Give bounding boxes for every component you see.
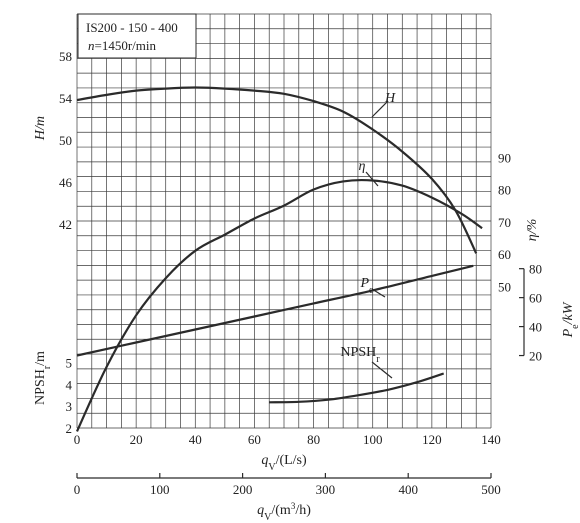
npshr-curve — [269, 372, 445, 404]
pe-tick-label: 40 — [529, 320, 542, 335]
x2-tick-label: 500 — [481, 482, 501, 497]
x2-tick-label: 400 — [398, 482, 418, 497]
secondary-x-axis: 0 100 200 300 400 500 qV/(m3/h) — [74, 473, 501, 523]
curves: Hη Pe NPSHr — [75, 86, 483, 432]
tick-labels: 0 20 40 60 80 100 120 1404246505458506070809023… — [59, 49, 542, 447]
pe-tick-label: 60 — [529, 291, 542, 306]
power-curve — [76, 264, 474, 357]
grid — [76, 13, 492, 429]
efficiency-curve-label: η — [359, 159, 366, 174]
axis-labels: H/m η/% Pe/kW NPSHr/m qV/(L/s) — [33, 116, 580, 473]
head-curve — [76, 86, 478, 254]
pump-speed: n=1450r/min — [88, 38, 156, 53]
x-tick-label: 60 — [248, 432, 261, 447]
h-tick-label: 50 — [59, 133, 72, 148]
npshr-axis-label: NPSHr/m — [33, 351, 53, 405]
h-tick-label: 42 — [59, 217, 72, 232]
eta-tick-label: 70 — [498, 215, 511, 230]
x2-axis-label: qV/(m3/h) — [257, 501, 311, 523]
x-tick-label: 40 — [189, 432, 202, 447]
eta-axis-label: η/% — [525, 219, 540, 242]
h-axis-label: H/m — [33, 116, 48, 141]
x2-tick-label: 200 — [233, 482, 253, 497]
x-tick-label: 20 — [130, 432, 143, 447]
head-curve-leader — [371, 100, 389, 118]
x2-tick-label: 100 — [150, 482, 170, 497]
x-tick-label: 140 — [481, 432, 501, 447]
eta-tick-label: 50 — [498, 279, 511, 294]
h-tick-label: 46 — [59, 175, 73, 190]
npshr-tick-label: 3 — [66, 399, 73, 414]
pe-tick-label: 80 — [529, 262, 542, 277]
power-curve-label: Pe — [359, 276, 374, 296]
pump-model: IS200 - 150 - 400 — [86, 20, 178, 35]
pe-axis-label: Pe/kW — [561, 301, 580, 338]
x2-tick-label: 0 — [74, 482, 81, 497]
x-tick-label: 120 — [422, 432, 442, 447]
x-tick-label: 100 — [363, 432, 383, 447]
npshr-curve-leader — [371, 361, 393, 379]
x-axis-label: qV/(L/s) — [261, 453, 307, 473]
eta-tick-label: 80 — [498, 183, 511, 198]
npshr-tick-label: 5 — [66, 356, 73, 371]
npshr-tick-label: 2 — [66, 421, 73, 436]
eta-tick-label: 60 — [498, 247, 511, 262]
h-tick-label: 58 — [59, 49, 72, 64]
power-curve-leader — [371, 288, 386, 298]
x-tick-label: 80 — [307, 432, 320, 447]
pe-tick-label: 20 — [529, 349, 542, 364]
h-tick-label: 54 — [59, 91, 73, 106]
npshr-curve-label: NPSHr — [340, 345, 380, 365]
npshr-tick-label: 4 — [66, 377, 73, 392]
eta-tick-label: 90 — [498, 150, 511, 165]
head-curve-label: H — [384, 91, 396, 106]
x-tick-label: 0 — [74, 432, 81, 447]
x2-tick-label: 300 — [316, 482, 336, 497]
efficiency-curve-leader — [365, 171, 379, 187]
info-box: IS200 - 150 - 400 n=1450r/min — [77, 13, 197, 59]
efficiency-curve — [75, 178, 483, 432]
